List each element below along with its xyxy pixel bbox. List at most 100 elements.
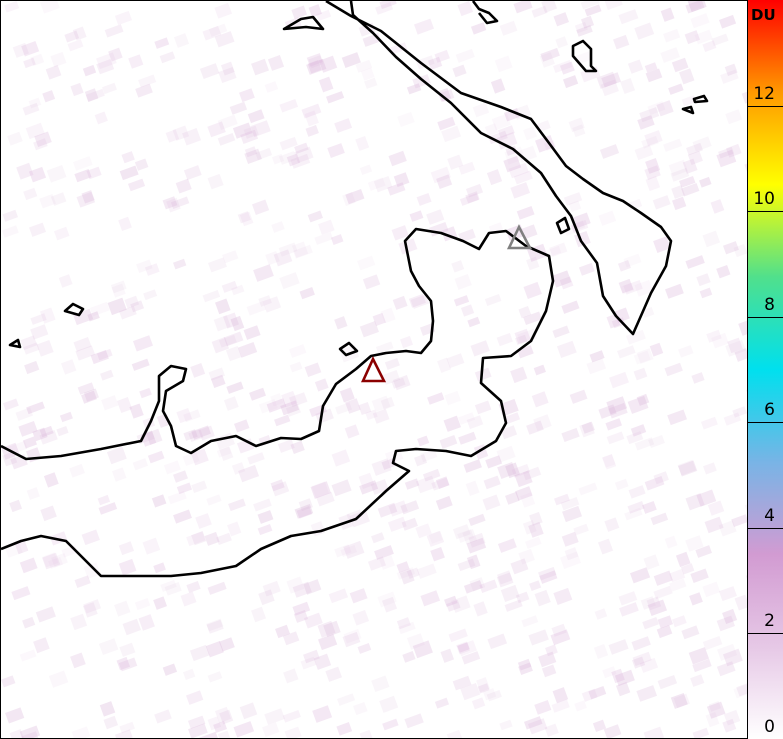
- so2-pixel: [668, 83, 684, 95]
- so2-pixel: [166, 197, 181, 213]
- so2-pixel: [384, 357, 400, 370]
- so2-pixel: [346, 509, 363, 522]
- so2-pixel: [657, 674, 678, 690]
- so2-pixel: [215, 298, 231, 315]
- so2-pixel: [75, 345, 96, 361]
- so2-pixel: [232, 122, 253, 139]
- so2-pixel: [323, 620, 341, 637]
- so2-pixel: [399, 569, 415, 585]
- so2-pixel: [290, 153, 311, 169]
- so2-pixel: [355, 59, 373, 73]
- so2-pixel: [646, 596, 662, 611]
- so2-pixel: [205, 640, 224, 658]
- so2-pixel: [718, 146, 735, 159]
- so2-pixel: [206, 494, 222, 506]
- so2-pixel: [173, 258, 187, 270]
- so2-pixel: [680, 563, 695, 575]
- so2-pixel: [207, 173, 224, 190]
- so2-pixel: [129, 403, 144, 419]
- so2-pixel: [644, 130, 663, 147]
- so2-pixel: [520, 492, 536, 508]
- so2-pixel: [541, 0, 558, 13]
- so2-pixel: [476, 677, 490, 693]
- so2-pixel: [317, 620, 336, 638]
- so2-pixel: [398, 238, 418, 255]
- so2-pixel: [337, 693, 356, 706]
- so2-pixel: [306, 58, 327, 75]
- so2-pixel: [191, 425, 211, 440]
- so2-pixel: [43, 472, 59, 488]
- so2-pixel: [708, 701, 722, 712]
- so2-pixel: [596, 71, 617, 89]
- so2-pixel: [631, 636, 651, 651]
- so2-pixel: [217, 114, 238, 130]
- so2-pixel: [679, 68, 695, 85]
- colorbar-tick-label: 8: [764, 294, 775, 315]
- so2-pixel: [691, 372, 705, 384]
- so2-pixel: [19, 725, 41, 739]
- so2-pixel: [645, 158, 661, 174]
- so2-pixel: [278, 151, 297, 165]
- so2-pixel: [349, 510, 370, 528]
- so2-pixel: [153, 562, 166, 574]
- so2-pixel: [524, 716, 543, 730]
- so2-pixel: [339, 387, 355, 403]
- so2-pixel: [722, 608, 738, 624]
- so2-pixel: [633, 350, 651, 365]
- so2-pixel: [335, 402, 353, 415]
- so2-pixel: [89, 301, 110, 317]
- so2-pixel: [435, 495, 453, 511]
- so2-pixel: [313, 653, 332, 670]
- so2-pixel: [183, 429, 198, 441]
- colorbar-tick: [747, 316, 783, 318]
- colorbar: DU 0 2 4 6 8 10 12: [747, 0, 783, 739]
- so2-pixel: [653, 570, 673, 586]
- so2-pixel: [99, 701, 116, 717]
- so2-pixel: [628, 485, 646, 499]
- so2-pixel: [190, 448, 209, 466]
- so2-pixel: [688, 647, 710, 665]
- so2-pixel: [231, 284, 245, 296]
- so2-pixel: [625, 329, 646, 345]
- so2-pixel: [685, 255, 705, 269]
- so2-pixel: [9, 499, 23, 513]
- so2-pixel: [664, 535, 678, 549]
- so2-pixel: [457, 640, 477, 657]
- so2-pixel: [223, 331, 244, 347]
- coastline-islet: [571, 39, 598, 73]
- so2-pixel: [379, 554, 396, 570]
- so2-pixel: [2, 451, 18, 467]
- so2-pixel: [579, 421, 595, 438]
- so2-pixel: [188, 723, 208, 739]
- coastline-islet: [681, 94, 709, 115]
- so2-pixel: [22, 436, 37, 449]
- so2-pixel: [217, 730, 231, 739]
- so2-pixel: [231, 462, 246, 475]
- so2-pixel: [439, 434, 458, 449]
- so2-pixel: [118, 216, 132, 231]
- so2-pixel: [601, 454, 616, 468]
- so2-pixel: [132, 458, 149, 471]
- so2-pixel: [240, 129, 259, 144]
- so2-pixel: [102, 82, 117, 95]
- so2-pixel: [81, 190, 95, 204]
- so2-pixel: [523, 126, 538, 141]
- so2-pixel: [187, 715, 206, 729]
- so2-pixel: [298, 498, 313, 512]
- so2-pixel: [458, 431, 477, 445]
- so2-pixel: [325, 666, 343, 682]
- so2-pixel: [289, 392, 308, 408]
- so2-pixel: [367, 177, 386, 191]
- so2-pixel: [119, 721, 135, 734]
- so2-pixel: [459, 193, 479, 206]
- so2-pixel: [106, 446, 127, 465]
- so2-pixel: [371, 675, 390, 693]
- so2-pixel: [182, 668, 196, 681]
- so2-pixel: [731, 514, 749, 528]
- so2-pixel: [598, 404, 617, 419]
- so2-pixel: [345, 398, 361, 414]
- so2-pixel: [375, 2, 394, 15]
- so2-pixel: [278, 242, 298, 257]
- so2-pixel: [716, 149, 737, 168]
- so2-pixel: [533, 414, 552, 432]
